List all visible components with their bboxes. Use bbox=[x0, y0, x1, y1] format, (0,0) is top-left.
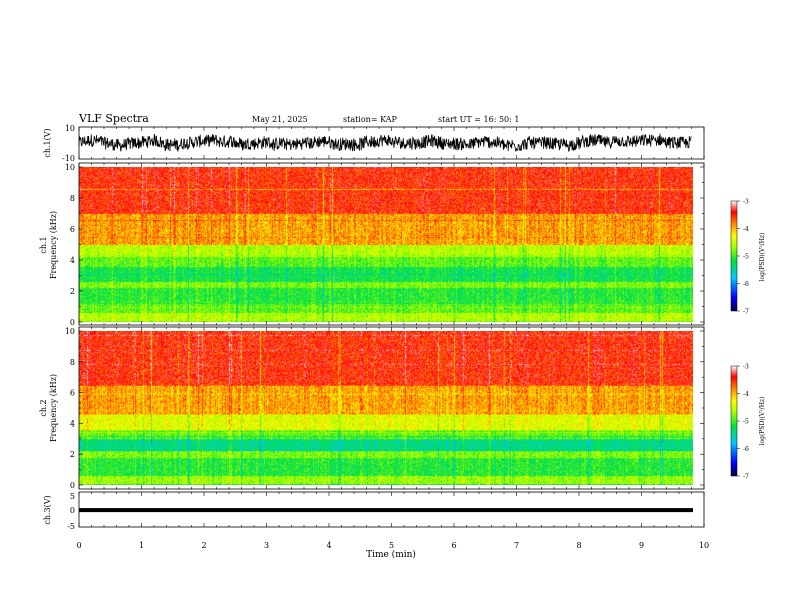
time-tick-label: 5 bbox=[389, 541, 394, 550]
colorbar-tick-label: -3 bbox=[743, 199, 749, 206]
ch2-colorbar-gradient bbox=[730, 365, 738, 477]
ch2-colorbar-ticks: -3 -4 -5 -6 -7 bbox=[737, 364, 749, 481]
ch1-colorbar-label: log(PSD)(V²/Hz) bbox=[759, 233, 766, 282]
time-tick-label: 2 bbox=[201, 541, 206, 550]
ch2-spectrogram-yticklabels: 10 8 6 4 2 0 bbox=[65, 327, 75, 490]
colorbar-tick-label: -6 bbox=[743, 446, 749, 453]
ch1-colorbar-ticks: -3 -4 -5 -6 -7 bbox=[737, 199, 749, 316]
colorbar-tick-label: -7 bbox=[743, 474, 749, 481]
figure-title: VLF Spectra bbox=[78, 112, 149, 125]
time-tick-label: 10 bbox=[699, 541, 709, 550]
ch1-colorbar-gradient bbox=[730, 200, 738, 312]
time-tick-label: 1 bbox=[139, 541, 144, 550]
time-tick-label: 9 bbox=[639, 541, 644, 550]
ch2-colorbar: -3 -4 -5 -6 -7 log(PSD)(V²/Hz) bbox=[730, 364, 766, 481]
frequency-tick-label: 2 bbox=[70, 287, 75, 296]
time-tick-label: 6 bbox=[451, 541, 456, 550]
ch1-spectrogram-yticklabels: 10 8 6 4 2 0 bbox=[65, 163, 75, 327]
time-tick-label: 4 bbox=[326, 541, 331, 550]
frequency-tick-label: 4 bbox=[70, 419, 75, 428]
ch1-waveform-panel: 10 -10 ch.1(V) bbox=[43, 124, 705, 163]
ch2-spectrogram-panel: 10 8 6 4 2 0 ch.2 Frequency (kHz) bbox=[39, 326, 705, 490]
ch3-ticks bbox=[78, 492, 705, 527]
ch2-spectrogram-ticks bbox=[78, 327, 705, 489]
colorbar-tick-label: -7 bbox=[743, 309, 749, 316]
colorbar-tick-label: -5 bbox=[743, 419, 749, 426]
ch3-panel: 5 0 -5 ch.3(V) 0 1 2 3 4 5 6 7 8 9 10 Time (min) bbox=[43, 491, 709, 560]
ch3-ytick-mid: 0 bbox=[70, 506, 75, 515]
frequency-tick-label: 2 bbox=[70, 450, 75, 459]
date-label: May 21, 2025 bbox=[252, 115, 308, 124]
frequency-tick-label: 8 bbox=[70, 358, 75, 367]
frequency-tick-label: 10 bbox=[65, 163, 75, 172]
ch1-frequency-label: Frequency (kHz) bbox=[49, 211, 58, 279]
ch3-ytick-top: 5 bbox=[70, 492, 75, 501]
colorbar-tick-label: -6 bbox=[743, 281, 749, 288]
colorbar-tick-label: -4 bbox=[743, 226, 749, 233]
ch1-spectrogram-image bbox=[79, 167, 693, 322]
time-axis-label: Time (min) bbox=[366, 549, 416, 560]
time-axis-ticklabels: 0 1 2 3 4 5 6 7 8 9 10 bbox=[76, 541, 709, 550]
ch1-waveform-ticks bbox=[78, 127, 705, 159]
frequency-tick-label: 10 bbox=[65, 327, 75, 336]
frequency-tick-label: 0 bbox=[70, 318, 75, 327]
start-time-label: start UT = 16: 50: 1 bbox=[438, 115, 519, 124]
frequency-tick-label: 8 bbox=[70, 194, 75, 203]
frequency-tick-label: 6 bbox=[70, 225, 75, 234]
ch2-colorbar-label: log(PSD)(V²/Hz) bbox=[759, 397, 766, 446]
ch1-spectrogram-ticks bbox=[78, 163, 705, 325]
ch3-signal-band bbox=[79, 508, 693, 513]
ch2-frequency-label: Frequency (kHz) bbox=[49, 374, 58, 442]
frequency-tick-label: 4 bbox=[70, 256, 75, 265]
ch1-waveform-line bbox=[78, 133, 692, 153]
frequency-tick-label: 6 bbox=[70, 389, 75, 398]
ch1-waveform-ylabel: ch.1(V) bbox=[43, 128, 52, 157]
ch2-channel-label: ch.2 bbox=[39, 399, 48, 416]
time-tick-label: 7 bbox=[514, 541, 519, 550]
ch3-ylabel: ch.3(V) bbox=[43, 495, 52, 524]
ch1-channel-label: ch.1 bbox=[39, 236, 48, 253]
ch3-ytick-bottom: -5 bbox=[67, 522, 75, 531]
time-tick-label: 0 bbox=[76, 541, 81, 550]
ch1-colorbar: -3 -4 -5 -6 -7 log(PSD)(V²/Hz) bbox=[730, 199, 766, 316]
time-tick-label: 8 bbox=[576, 541, 581, 550]
frequency-tick-label: 0 bbox=[70, 481, 75, 490]
colorbar-tick-label: -3 bbox=[743, 364, 749, 371]
colorbar-tick-label: -5 bbox=[743, 254, 749, 261]
station-label: station= KAP bbox=[343, 115, 398, 124]
ch1-ytick-bottom: -10 bbox=[62, 154, 75, 163]
ch2-spectrogram-image bbox=[79, 331, 693, 485]
ch1-ytick-top: 10 bbox=[65, 124, 75, 133]
ch1-spectrogram-panel: 10 8 6 4 2 0 ch.1 Frequency (kHz) bbox=[39, 162, 705, 327]
colorbar-tick-label: -4 bbox=[743, 391, 749, 398]
time-tick-label: 3 bbox=[264, 541, 269, 550]
